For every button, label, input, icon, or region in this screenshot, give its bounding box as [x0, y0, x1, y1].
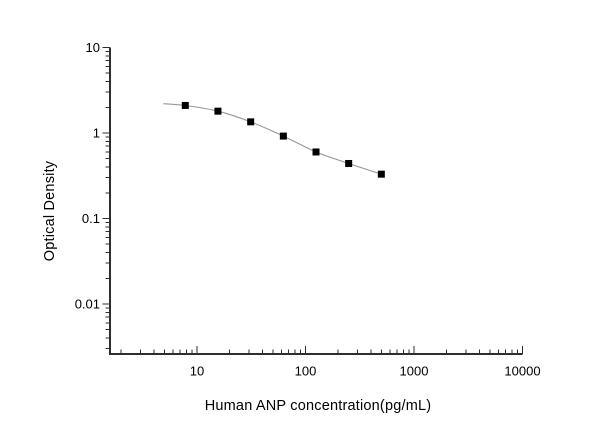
x-tick-label: 1000: [400, 364, 429, 379]
y-tick-label: 0.01: [75, 297, 100, 312]
y-tick-label: 10: [86, 40, 100, 55]
data-point-marker: [214, 107, 222, 115]
data-point-marker: [279, 132, 287, 140]
x-tick-label: 100: [295, 364, 317, 379]
y-tick-label: 1: [93, 126, 100, 141]
x-tick-label: 10000: [504, 364, 540, 379]
x-axis-title: Human ANP concentration(pg/mL): [204, 398, 432, 414]
data-point-marker: [345, 159, 353, 167]
data-point-marker: [247, 118, 255, 126]
data-point-marker: [377, 170, 385, 178]
x-tick-label: 10: [190, 364, 204, 379]
data-point-marker: [312, 148, 320, 156]
data-point-marker: [181, 101, 189, 109]
y-tick-label: 0.1: [82, 211, 100, 226]
y-axis-title: Optical Density: [42, 160, 58, 262]
